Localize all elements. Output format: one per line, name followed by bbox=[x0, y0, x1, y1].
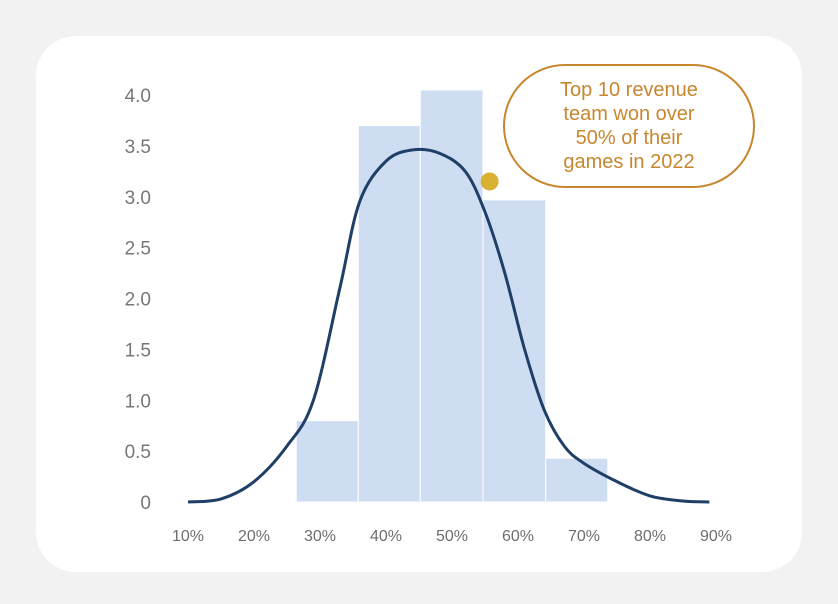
highlight-point bbox=[480, 172, 499, 191]
y-axis-ticks: 0 0.5 1.0 1.5 2.0 2.5 3.0 3.5 4.0 bbox=[125, 86, 151, 514]
density-curve bbox=[187, 147, 710, 504]
x-tick-label: 50% bbox=[436, 528, 468, 545]
x-tick-label: 60% bbox=[502, 528, 534, 545]
y-tick-label: 1.5 bbox=[125, 340, 151, 361]
annotation-text: Top 10 revenue team won over 50% of thei… bbox=[560, 79, 698, 173]
histogram-bar-5 bbox=[545, 457, 609, 503]
y-tick-label: 1.0 bbox=[125, 391, 151, 412]
y-tick-label: 3.0 bbox=[125, 188, 151, 209]
x-tick-label: 30% bbox=[304, 528, 336, 545]
x-tick-label: 80% bbox=[634, 528, 666, 545]
x-tick-label: 10% bbox=[172, 528, 204, 545]
y-tick-label: 2.0 bbox=[125, 290, 151, 311]
histogram-bar-4 bbox=[482, 199, 547, 503]
x-tick-label: 40% bbox=[370, 528, 402, 545]
y-tick-label: 0.5 bbox=[125, 442, 151, 463]
y-tick-label: 0 bbox=[140, 493, 151, 514]
y-tick-label: 2.5 bbox=[125, 239, 151, 260]
y-tick-label: 3.5 bbox=[125, 137, 151, 158]
histogram-bar-1 bbox=[295, 420, 359, 503]
histogram-bar-2 bbox=[357, 125, 421, 503]
y-tick-label: 4.0 bbox=[125, 86, 151, 107]
x-axis-ticks: 10% 20% 30% 40% 50% 60% 70% 80% 90% bbox=[172, 528, 732, 545]
x-tick-label: 20% bbox=[238, 528, 270, 545]
x-tick-label: 90% bbox=[700, 528, 732, 545]
x-tick-label: 70% bbox=[568, 528, 600, 545]
annotation-callout: Top 10 revenue team won over 50% of thei… bbox=[503, 64, 755, 188]
